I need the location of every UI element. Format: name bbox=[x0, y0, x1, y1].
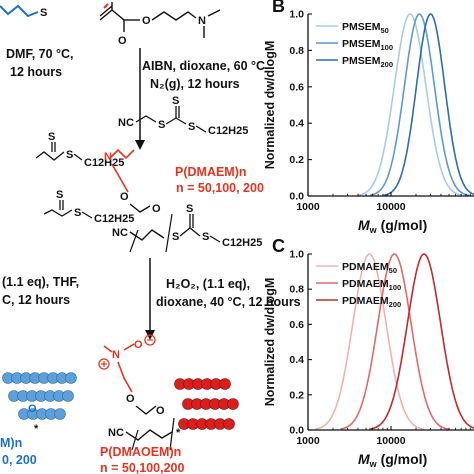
red-bead bbox=[223, 418, 235, 430]
y-tick-label: 0.4 bbox=[289, 354, 304, 366]
y-tick-label: 0.8 bbox=[289, 45, 304, 57]
cta-c12h25: C12H25 bbox=[208, 125, 248, 137]
pdmaem-s2: S bbox=[202, 231, 209, 243]
y-tick-label: 0.0 bbox=[289, 425, 304, 437]
pdmaoem-n: N bbox=[112, 349, 120, 361]
chart-panel-b: B 0.0 0.2 0.4 0.6 0.8 1.0 1000 10000 Normalized d… bbox=[263, 0, 474, 235]
left-polymer-n-fragment: 0, 200 bbox=[2, 453, 37, 467]
y-tick-label: 1.0 bbox=[289, 249, 304, 261]
monomer-skeleton bbox=[99, 9, 125, 32]
oxygen-label-blue: O bbox=[28, 403, 37, 415]
y-tick-label: 0.6 bbox=[289, 81, 304, 93]
y-tick-label: 1.0 bbox=[289, 9, 304, 21]
x-tick-label: 10000 bbox=[376, 435, 405, 447]
step3-right-line2: dioxane, 40 °C, 12 hours bbox=[156, 295, 301, 309]
cta2-s-top: S bbox=[56, 189, 63, 201]
step1-condition-line2: 12 hours bbox=[10, 65, 62, 79]
x-tick-label: 1000 bbox=[296, 201, 320, 213]
sulfur-label: S bbox=[40, 7, 47, 19]
step2-condition-line1: AIBN, dioxane, 60 °C bbox=[142, 59, 265, 73]
cta-s-top: S bbox=[48, 131, 55, 143]
chart-panel-c: C 0.0 0.2 0.4 0.6 0.8 1.0 1000 10000 Normalized d… bbox=[263, 236, 474, 469]
pdmaem-o-carbonyl: O bbox=[152, 203, 161, 215]
plus-charge-icon bbox=[98, 358, 110, 370]
pdmaem-n: N bbox=[104, 151, 112, 163]
cta-s2: S bbox=[188, 121, 195, 133]
y-axis-label: Normalized dw/dlogM bbox=[263, 278, 277, 406]
left-star: * bbox=[34, 423, 39, 435]
minus-charge-icon bbox=[144, 334, 156, 346]
pdmaoem-o-carbonyl: O bbox=[156, 405, 165, 417]
y-tick-label: 0.8 bbox=[289, 284, 304, 296]
monomer-n: N bbox=[198, 15, 206, 27]
pdmaem-o-ester: O bbox=[120, 191, 129, 203]
series-line-pdmaem50 bbox=[315, 253, 425, 430]
red-bead bbox=[227, 398, 239, 410]
pdmaoem-star: * bbox=[176, 427, 181, 439]
pdmaem-c12h25: C12H25 bbox=[222, 237, 262, 249]
legend-label-pmsem50: PMSEM50 bbox=[342, 21, 389, 35]
blue-monomer-fragment bbox=[0, 4, 39, 18]
y-tick-label: 0.2 bbox=[289, 389, 304, 401]
middle-scheme: O O N AIBN, dioxane, 60 °C N₂(g), 12 hou… bbox=[98, 2, 301, 474]
step2-condition-line2: N₂(g), 12 hours bbox=[150, 77, 240, 91]
y-tick-label: 0.4 bbox=[289, 118, 304, 130]
legend-label-pdmaem200: PDMAEM200 bbox=[342, 295, 401, 309]
pdmaem-s1: S bbox=[172, 231, 179, 243]
cta-s-thione: S bbox=[172, 95, 179, 107]
cta-nc-label: NC bbox=[118, 117, 134, 129]
panel-letter-b: B bbox=[272, 0, 285, 16]
blue-bead bbox=[54, 408, 66, 420]
x-axis-label: Mw (g/mol) bbox=[358, 217, 427, 235]
pdmaem-nc: NC bbox=[112, 227, 128, 239]
c12h25-label-2: C12H25 bbox=[94, 213, 134, 225]
pdmaoem-nc: NC bbox=[108, 427, 124, 439]
polymer2-name: P(DMAOEM)n bbox=[100, 445, 181, 459]
red-bead bbox=[219, 378, 231, 390]
series-line-pdmaem200 bbox=[369, 253, 474, 430]
left-scheme-fragment: S DMF, 70 °C, 12 hours S S C12H25 S S C1… bbox=[0, 4, 134, 467]
y-tick-label: 0.2 bbox=[289, 154, 304, 166]
legend-label-pmsem200: PMSEM200 bbox=[342, 55, 393, 69]
cta-s-right: S bbox=[66, 149, 73, 161]
y-tick-label: 0.6 bbox=[289, 319, 304, 331]
series-line-pmsem100 bbox=[370, 13, 469, 196]
cta2-s-right: S bbox=[74, 207, 81, 219]
pdmaoem-o-ester: O bbox=[126, 393, 135, 405]
series-line-pmsem200 bbox=[383, 13, 474, 197]
cta-s1: S bbox=[158, 119, 165, 131]
left-polymer-name-fragment: M)n bbox=[0, 436, 22, 450]
blue-bead-chains bbox=[2, 372, 77, 420]
y-tick-label: 0.0 bbox=[289, 191, 304, 203]
step3-right-line1: H₂O₂, (1.1 eq), bbox=[166, 277, 250, 291]
step1-condition-line1: DMF, 70 °C, bbox=[6, 47, 74, 61]
y-axis-label: Normalized dw/dlogM bbox=[263, 41, 277, 169]
series-line-pdmaem100 bbox=[340, 253, 450, 430]
legend-label-pdmaem50: PDMAEM50 bbox=[342, 261, 397, 275]
legend-label-pdmaem100: PDMAEM100 bbox=[342, 278, 401, 292]
legend-label-pmsem100: PMSEM100 bbox=[342, 38, 393, 52]
red-bead-chains bbox=[174, 378, 239, 430]
monomer-o-ester: O bbox=[142, 15, 151, 27]
x-tick-label: 10000 bbox=[376, 201, 405, 213]
polymer2-n: n = 50,100,200 bbox=[100, 461, 184, 474]
x-axis-label: Mw (g/mol) bbox=[358, 451, 427, 469]
step3-left-line2: C, 12 hours bbox=[2, 293, 70, 307]
monomer-o-carbonyl: O bbox=[118, 35, 127, 47]
blue-bead bbox=[62, 390, 74, 402]
series-line-pmsem50 bbox=[357, 13, 462, 197]
pdmaoem-o-minus: O bbox=[134, 339, 143, 351]
pdmaem-s-thione: S bbox=[186, 203, 193, 215]
x-tick-label: 1000 bbox=[296, 435, 320, 447]
step3-left-line1: (1.1 eq), THF, bbox=[2, 275, 79, 289]
c12h25-label-1: C12H25 bbox=[84, 157, 124, 169]
polymer1-name: P(DMAEM)n bbox=[175, 165, 247, 179]
polymer1-n: n = 50,100, 200 bbox=[176, 181, 264, 195]
blue-bead bbox=[65, 372, 77, 384]
panel-letter-c: C bbox=[272, 236, 285, 256]
